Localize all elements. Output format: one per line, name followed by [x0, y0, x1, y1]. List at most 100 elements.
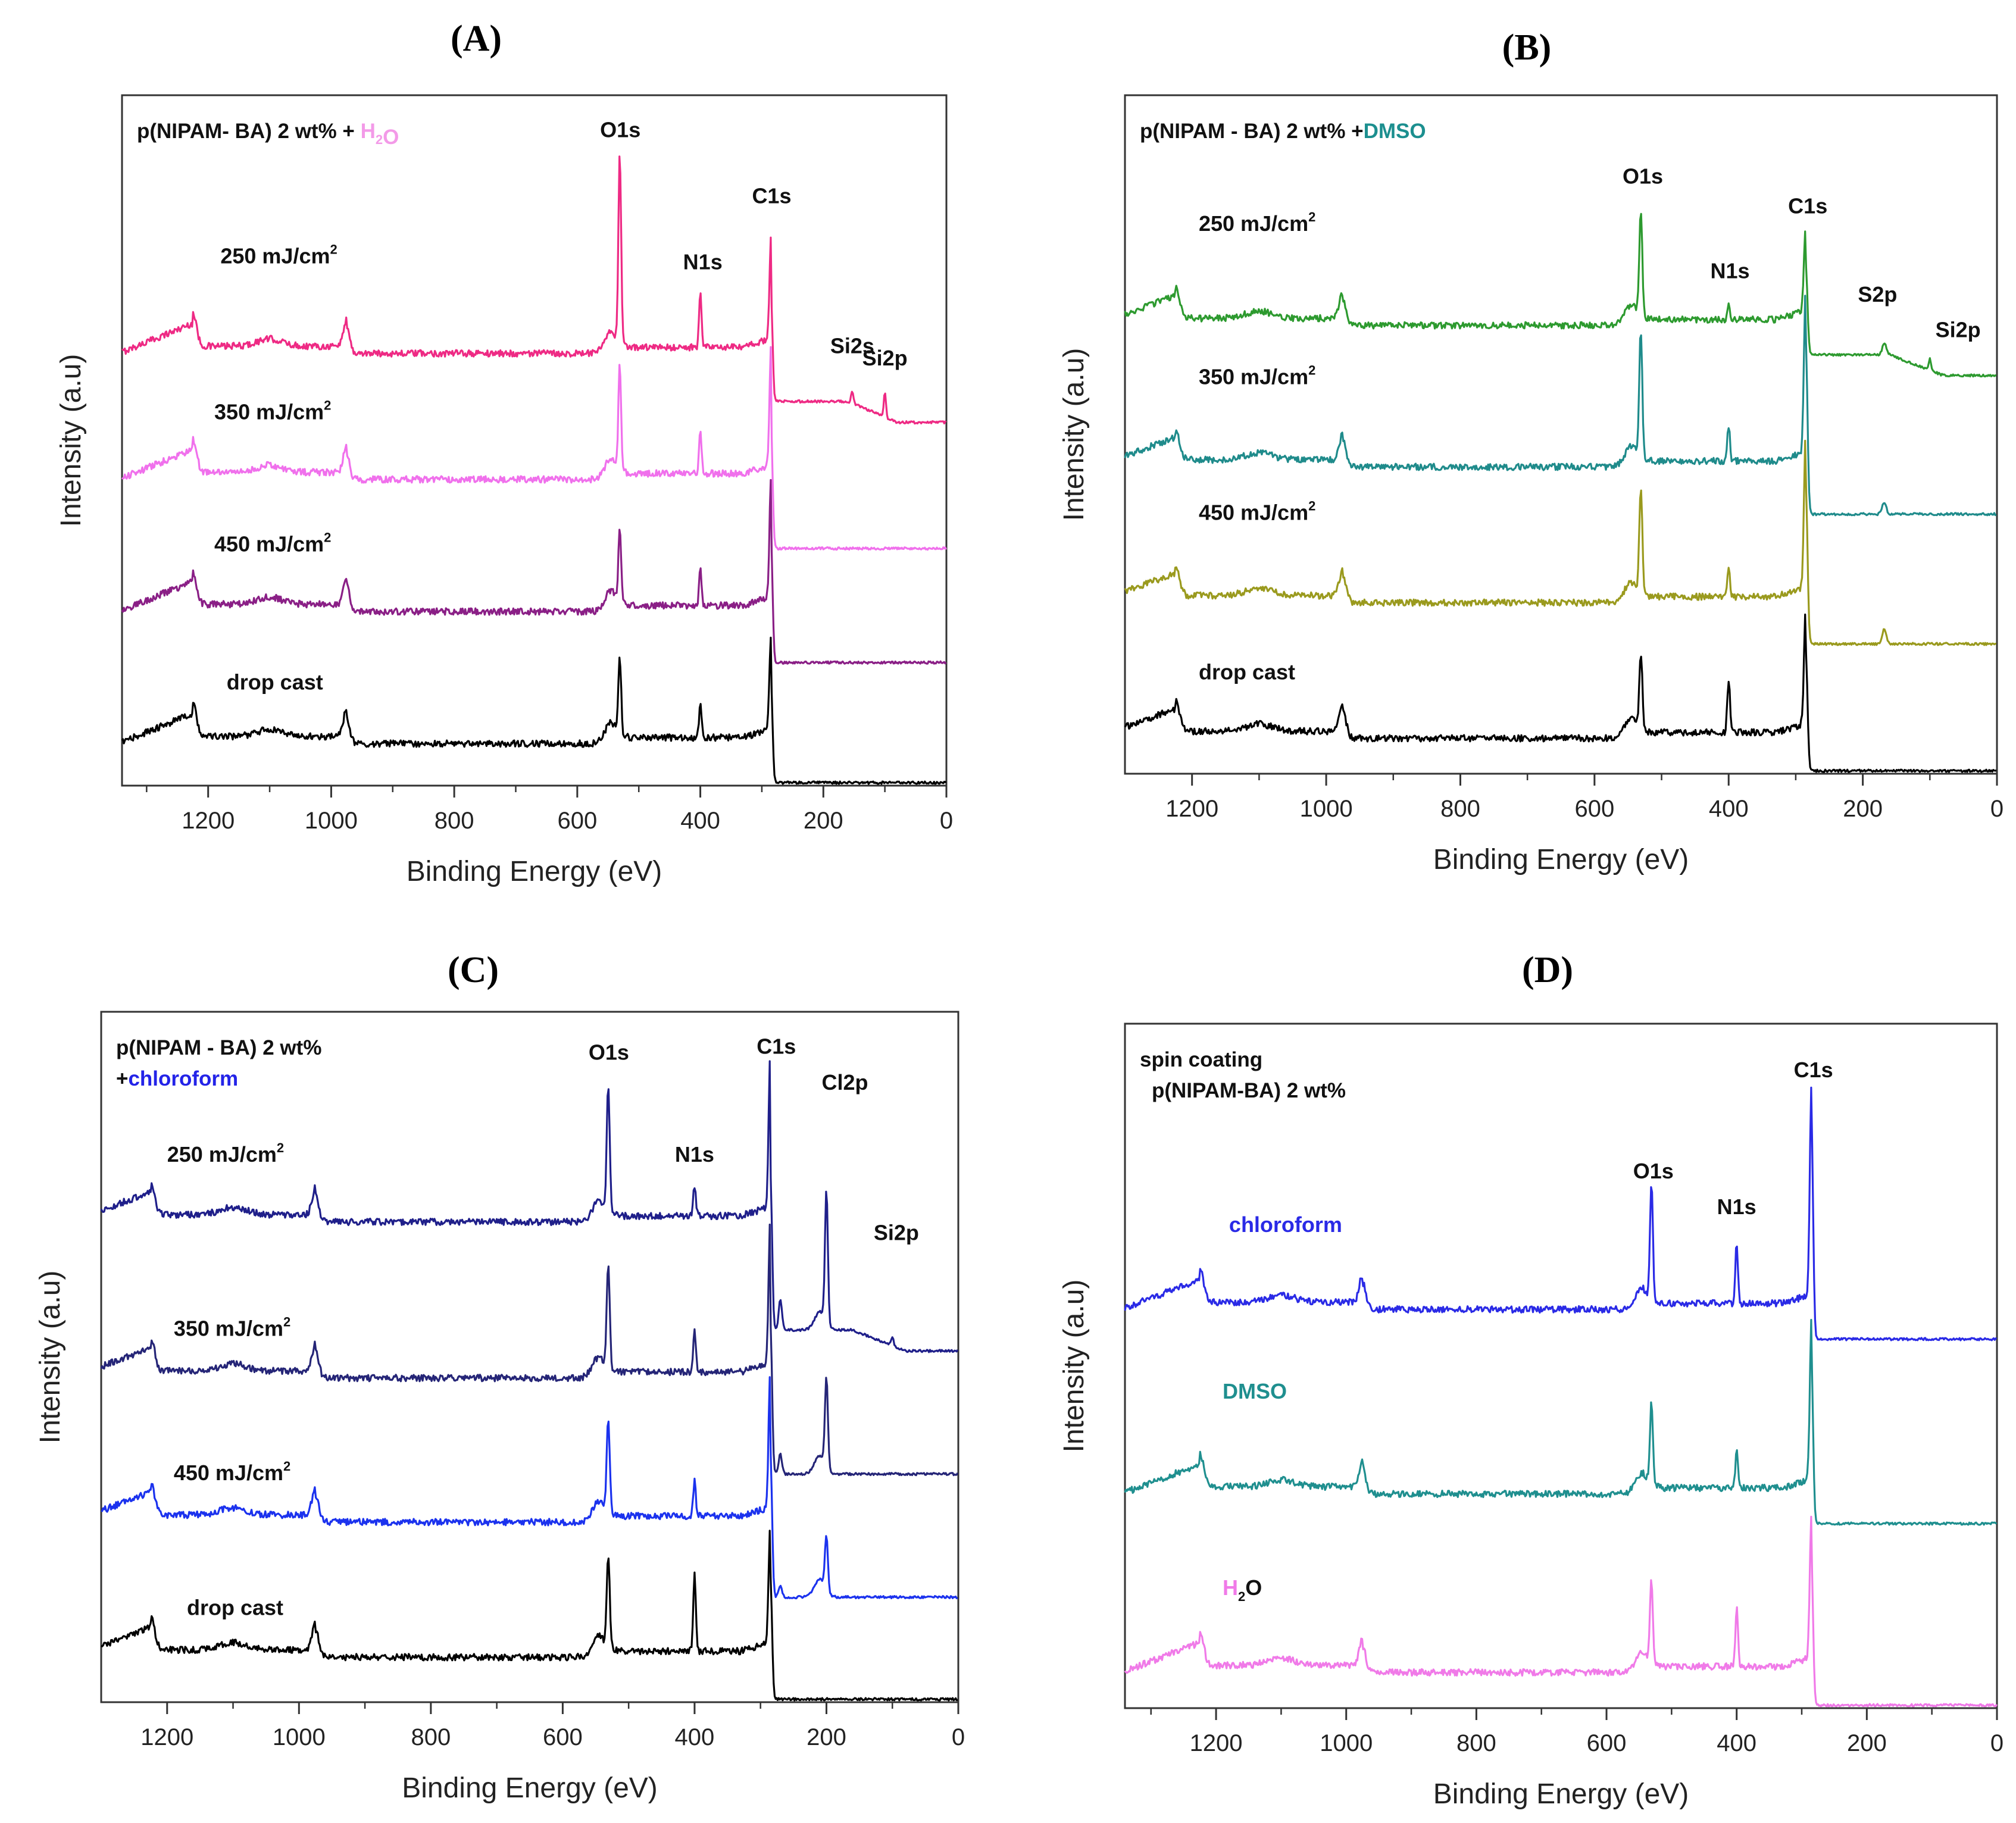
- series-label: DMSO: [1223, 1379, 1287, 1403]
- peak-label-c1s: C1s: [757, 1034, 796, 1059]
- peak-label-c1s: C1s: [1788, 193, 1827, 218]
- x-axis-title: Binding Energy (eV): [1433, 844, 1689, 875]
- y-axis-title: Intensity (a.u): [1058, 1280, 1090, 1453]
- series-line-350-mj-cm2: [1124, 295, 1997, 517]
- x-tick-label: 1000: [1320, 1730, 1373, 1756]
- panel-b: (B) 1200 1000 800 600 400 200 0 Binding Energy (…: [1058, 27, 2004, 875]
- series-label: 450 mJ/cm2: [174, 1459, 290, 1485]
- panel-letter: (C): [448, 950, 499, 990]
- y-axis-title: Intensity (a.u): [35, 1271, 66, 1444]
- series-label: 250 mJ/cm2: [167, 1140, 284, 1167]
- series-line-h2o: [1124, 1515, 1998, 1708]
- series-label: drop cast: [227, 670, 323, 695]
- peak-label-o1s: O1s: [600, 118, 640, 142]
- series-line-450-mj-cm2: [1124, 439, 1996, 646]
- series-line-450-mj-cm2: [101, 1376, 958, 1600]
- series-label: 350 mJ/cm2: [174, 1315, 290, 1341]
- x-tick-label: 400: [680, 808, 720, 834]
- panel-header: p(NIPAM - BA) 2 wt% +DMSO: [1140, 120, 1426, 143]
- x-tick-label: 200: [807, 1724, 846, 1750]
- series-line-250-mj-cm2: [1124, 212, 1997, 378]
- series-line-350-mj-cm2: [100, 1223, 959, 1477]
- peak-label-o1s: O1s: [1623, 164, 1663, 189]
- series-line-350-mj-cm2: [121, 346, 947, 551]
- x-tick-label: 1000: [273, 1724, 326, 1750]
- x-tick-label: 800: [1456, 1730, 1496, 1756]
- plot-frame: [1124, 94, 1998, 775]
- peak-label-c1s: C1s: [1794, 1058, 1833, 1082]
- x-tick-label: 600: [557, 808, 597, 834]
- series-label: 350 mJ/cm2: [214, 398, 331, 424]
- x-axis-title: Binding Energy (eV): [402, 1772, 658, 1804]
- series-line-dmso: [1124, 1319, 1998, 1526]
- panel-header: +chloroform: [116, 1067, 238, 1090]
- x-axis-title: Binding Energy (eV): [407, 856, 662, 887]
- peak-label-si2s: Si2s: [830, 334, 874, 358]
- peak-label-o1s: O1s: [589, 1040, 629, 1065]
- plot-frame: [100, 1011, 959, 1703]
- panel-d: (D) 1200 1000 800 600 400 200 0 Binding Energy (…: [1058, 950, 2004, 1810]
- series-label: drop cast: [187, 1596, 283, 1620]
- x-tick-label: 800: [435, 808, 474, 834]
- peak-label-s2p: S2p: [1858, 282, 1897, 307]
- panel-c: (C) 1200 1000 800 600 400 200 0 Binding Energy (…: [35, 950, 965, 1804]
- y-axis-title: Intensity (a.u): [1058, 348, 1090, 521]
- x-tick-label: 800: [1440, 796, 1480, 822]
- x-tick-label: 400: [1709, 796, 1749, 822]
- peak-label-n1s: N1s: [683, 250, 723, 274]
- series-label: drop cast: [1199, 659, 1295, 684]
- series-line-450-mj-cm2: [121, 479, 947, 665]
- y-axis-title: Intensity (a.u): [55, 354, 87, 527]
- series-line-250-mj-cm2: [100, 1060, 959, 1353]
- series-line-250-mj-cm2: [121, 155, 947, 425]
- peak-label-n1s: N1s: [675, 1142, 714, 1167]
- panel-header: p(NIPAM- BA) 2 wt% + H2O: [137, 120, 399, 149]
- peak-label-si2p: Si2p: [862, 346, 908, 370]
- plot-frame: [121, 94, 948, 787]
- x-tick-label: 200: [1847, 1730, 1887, 1756]
- series-label: 450 mJ/cm2: [1199, 499, 1315, 525]
- series-label: 250 mJ/cm2: [1199, 209, 1315, 236]
- peak-label-c1s: C1s: [752, 184, 791, 208]
- x-axis-title: Binding Energy (eV): [1433, 1778, 1689, 1810]
- x-tick-label: 800: [411, 1724, 451, 1750]
- panel-letter: (D): [1522, 950, 1573, 990]
- peak-label-si2p: Si2p: [1936, 317, 1981, 342]
- series-line-drop-cast: [1124, 613, 1997, 773]
- x-tick-label: 0: [1990, 796, 2004, 822]
- x-tick-label: 200: [804, 808, 843, 834]
- x-tick-label: 1200: [1165, 796, 1218, 822]
- x-tick-label: 600: [543, 1724, 583, 1750]
- x-tick-label: 1200: [182, 808, 235, 834]
- x-tick-label: 0: [940, 808, 953, 834]
- panel-a: (A) 1200 1000 800 600 400 200 0 Binding Energy (…: [55, 18, 953, 887]
- peak-label-n1s: N1s: [1717, 1195, 1756, 1219]
- peak-label-cl2p: Cl2p: [821, 1070, 868, 1095]
- panel-header: p(NIPAM-BA) 2 wt%: [1152, 1079, 1346, 1102]
- x-tick-label: 1000: [1300, 796, 1353, 822]
- x-tick-label: 400: [675, 1724, 715, 1750]
- x-tick-label: 200: [1843, 796, 1883, 822]
- series-label: H2O: [1223, 1575, 1262, 1604]
- x-tick-label: 1000: [305, 808, 358, 834]
- series-label: chloroform: [1229, 1212, 1342, 1237]
- peak-label-si2p: Si2p: [874, 1220, 919, 1244]
- x-tick-label: 400: [1717, 1730, 1756, 1756]
- x-tick-label: 600: [1574, 796, 1614, 822]
- x-tick-label: 600: [1587, 1730, 1627, 1756]
- series-label: 250 mJ/cm2: [220, 242, 337, 268]
- x-tick-label: 0: [952, 1724, 965, 1750]
- x-tick-label: 1200: [1190, 1730, 1243, 1756]
- series-label: 450 mJ/cm2: [214, 530, 331, 556]
- x-tick-label: 0: [1990, 1730, 2004, 1756]
- series-line-drop-cast: [121, 636, 947, 785]
- peak-label-o1s: O1s: [1633, 1159, 1674, 1183]
- x-tick-label: 1200: [140, 1724, 193, 1750]
- plot-frame: [1124, 1022, 1998, 1709]
- panel-letter: (A): [451, 18, 502, 59]
- panel-letter: (B): [1502, 27, 1552, 68]
- peak-label-n1s: N1s: [1710, 258, 1749, 283]
- panel-header: spin coating: [1140, 1048, 1262, 1071]
- series-line-chloroform: [1124, 1086, 1998, 1342]
